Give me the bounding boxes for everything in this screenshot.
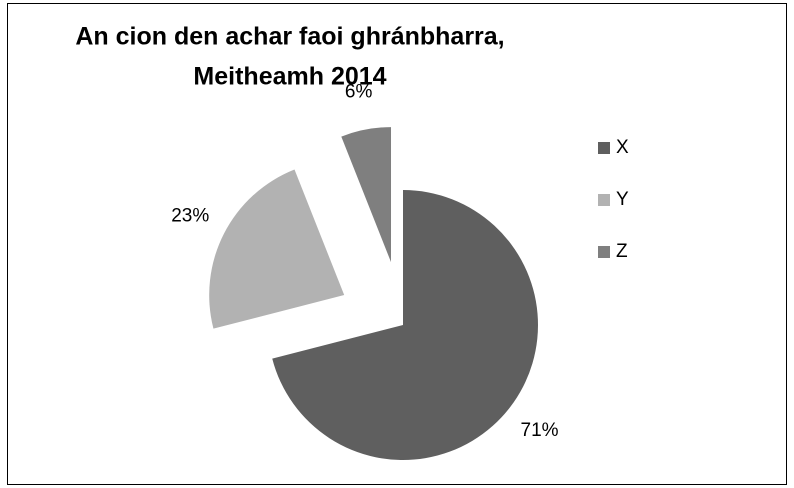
- legend-label: X: [616, 137, 629, 158]
- legend-label: Y: [616, 189, 629, 210]
- data-label: 23%: [171, 206, 209, 227]
- pie-slice: [272, 190, 539, 461]
- data-label: 6%: [345, 81, 373, 102]
- pie-slice: [209, 169, 345, 329]
- pie-slice: [341, 127, 392, 263]
- data-label: 71%: [521, 420, 559, 441]
- chart-title: Meitheamh 2014: [193, 63, 386, 91]
- chart-title: An cion den achar faoi ghránbharra,: [75, 23, 504, 51]
- legend-label: Z: [616, 241, 628, 262]
- legend-swatch: [598, 246, 610, 258]
- legend-swatch: [598, 194, 610, 206]
- legend-swatch: [598, 142, 610, 154]
